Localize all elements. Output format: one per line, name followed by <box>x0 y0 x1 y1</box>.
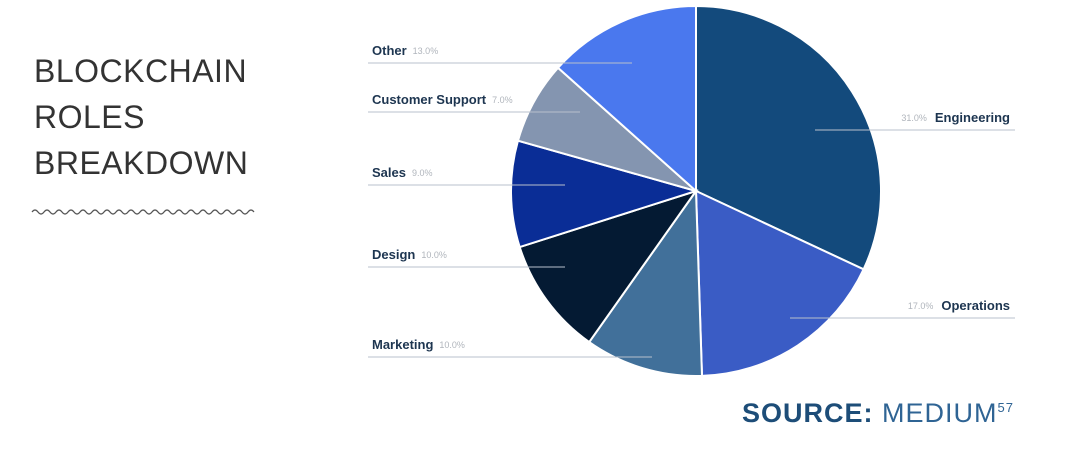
value-label: 31.0% <box>901 113 927 123</box>
value-label: 10.0% <box>421 250 447 260</box>
category-name: Design <box>372 247 415 262</box>
value-label: 7.0% <box>492 95 513 105</box>
category-name: Other <box>372 43 407 58</box>
source-text: MEDIUM <box>882 398 998 428</box>
slice-label: 31.0% Engineering <box>901 110 1010 125</box>
slice-label: Design 10.0% <box>372 247 447 262</box>
slice-label: Sales 9.0% <box>372 165 433 180</box>
slice-label: Other 13.0% <box>372 43 438 58</box>
value-label: 10.0% <box>439 340 465 350</box>
title-underline <box>31 209 255 215</box>
labels: 31.0% Engineering 17.0% Operations Marketing… <box>368 43 1015 358</box>
slice-label: Customer Support 7.0% <box>372 92 513 107</box>
pie-slice <box>695 4 882 271</box>
pie-slice <box>518 189 699 344</box>
pie <box>510 4 882 377</box>
category-name: Sales <box>372 165 406 180</box>
pie-slice <box>694 189 865 377</box>
category-name: Engineering <box>935 110 1010 125</box>
pie-slice <box>556 4 697 194</box>
pie-slice <box>510 139 700 249</box>
category-name: Marketing <box>372 337 433 352</box>
source: SOURCE: MEDIUM57 <box>742 398 1014 429</box>
value-label: 13.0% <box>413 46 439 56</box>
chart-title: BLOCKCHAIN ROLES BREAKDOWN <box>34 53 249 181</box>
pie-slice <box>587 187 704 377</box>
source-label: SOURCE: <box>742 398 874 428</box>
slice-label: 17.0% Operations <box>908 298 1010 313</box>
source-ref: 57 <box>997 400 1014 415</box>
value-label: 17.0% <box>908 301 934 311</box>
slice-label: Marketing 10.0% <box>372 337 465 352</box>
category-name: Customer Support <box>372 92 487 107</box>
value-label: 9.0% <box>412 168 433 178</box>
category-name: Operations <box>941 298 1010 313</box>
